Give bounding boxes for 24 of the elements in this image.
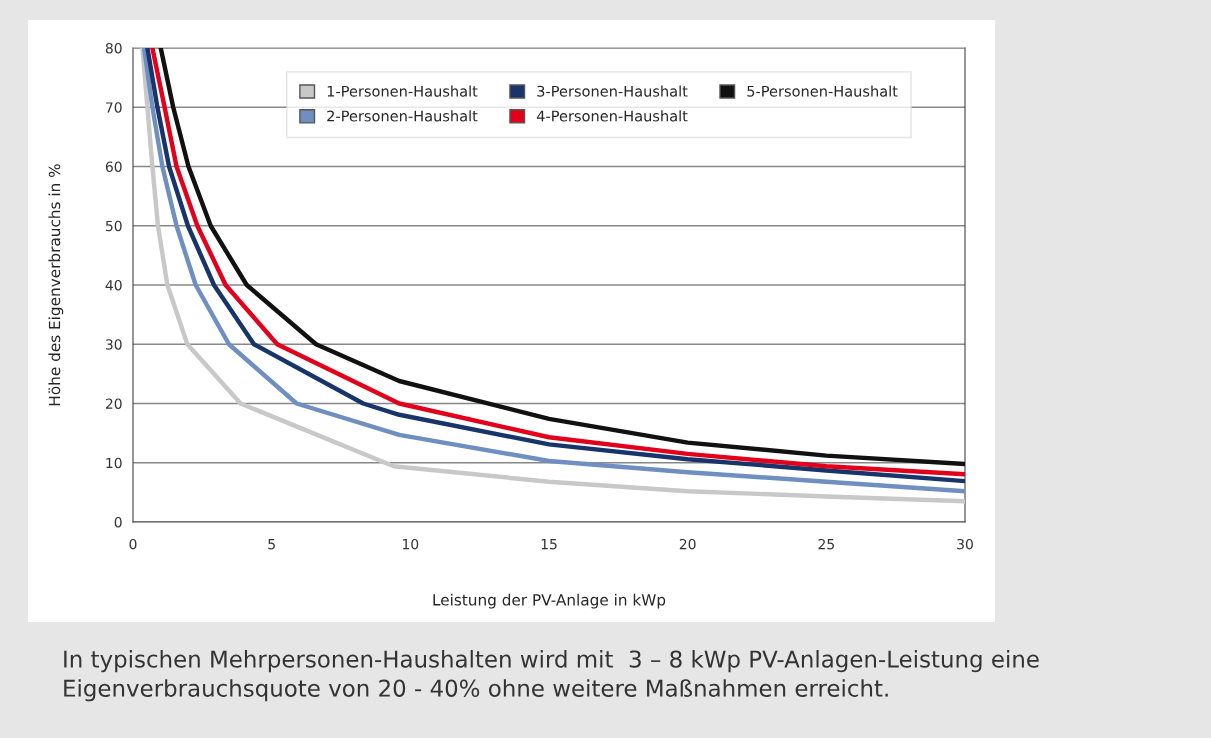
y-tick-label: 70 xyxy=(106,102,122,113)
legend-label: 2-Personen-Haushalt xyxy=(327,110,478,122)
x-tick-label: 5 xyxy=(268,539,275,550)
y-tick-label: 0 xyxy=(114,516,122,528)
y-tick-label: 40 xyxy=(105,279,122,291)
y-axis-title: Höhe des Eigenverbrauchs in % xyxy=(48,164,64,406)
legend-label: 4-Personen-Haushalt xyxy=(536,110,688,122)
x-axis-title: Leistung der PV-Anlage in kWp xyxy=(433,593,666,609)
y-tick-label: 10 xyxy=(106,457,122,469)
x-tick-label: 0 xyxy=(129,538,137,550)
y-tick-label: 50 xyxy=(105,220,122,232)
legend-label: 5-Personen-Haushalt xyxy=(747,85,898,97)
y-tick-label: 60 xyxy=(105,161,122,172)
text: In typischen Mehrpersonen-Haushalten wird mit 3 – 8 kWp PV-Anlagen-Leistung eine Eigenverbrauchsquote von 20 - 40% ohne weitere Maßnahmen erreicht. xyxy=(64,650,1039,702)
legend-label: 3-Personen-Haushalt xyxy=(537,85,688,97)
x-tick-label: 15 xyxy=(541,539,557,550)
x-tick-label: 10 xyxy=(403,538,419,550)
x-tick-label: 25 xyxy=(818,538,834,550)
legend-label: 1-Personen-Haushalt xyxy=(327,85,478,97)
x-tick-label: 20 xyxy=(679,538,696,550)
y-tick-label: 80 xyxy=(105,42,122,54)
y-tick-label: 20 xyxy=(105,398,122,409)
x-tick-label: 30 xyxy=(957,538,973,550)
y-tick-label: 30 xyxy=(105,339,122,350)
